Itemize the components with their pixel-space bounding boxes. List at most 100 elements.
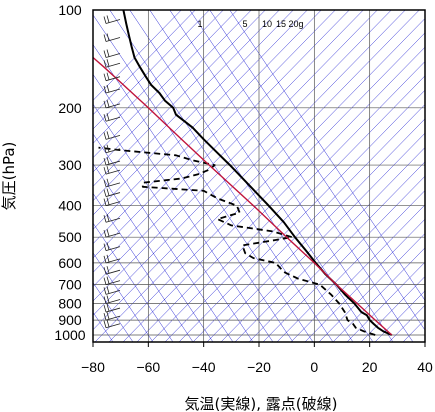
wind-barb-flag [106, 214, 110, 222]
y-tick-label: 500 [58, 229, 82, 245]
wind-barb-flag [106, 229, 110, 237]
wind-barb-staff [105, 88, 121, 94]
wind-barb-flag [106, 156, 110, 165]
parcel-line [93, 56, 393, 336]
wind-barb-flag [103, 50, 107, 58]
isotherm-line [164, 75, 425, 342]
x-tick-label: −40 [192, 359, 216, 375]
wind-barb-flag [106, 84, 110, 93]
wind-barb-flag [103, 230, 107, 238]
wind-barb-flag [103, 179, 107, 187]
wind-barb-flag [103, 287, 107, 295]
wind-barb-flag [105, 10, 106, 11]
adiabat-line [129, 10, 354, 342]
wind-barb-staff [105, 37, 121, 42]
isotherm-line [248, 161, 425, 342]
y-tick-label: 700 [58, 277, 82, 293]
y-tick-label: 900 [58, 312, 82, 328]
mixing-ratio-label: 5 [242, 19, 247, 29]
wind-barb-flag [106, 166, 110, 174]
wind-barb-staff [105, 160, 121, 166]
isotherm-line [360, 276, 425, 342]
wind-barb [105, 2, 109, 11]
wind-barb-flag [103, 60, 107, 68]
isotherm-line [93, 10, 322, 245]
y-tick-label: 1000 [54, 327, 85, 343]
isotherm-line [374, 290, 425, 342]
isotherm-line [178, 89, 425, 342]
wind-barb-staff [105, 76, 121, 82]
isotherm-line [93, 10, 364, 288]
isotherm-line [93, 10, 280, 202]
adiabat-line [93, 222, 174, 342]
isotherm-line [402, 319, 425, 342]
wind-barb-staff [105, 169, 121, 175]
wind-barb-staff [105, 307, 121, 313]
wind-barb [103, 276, 121, 286]
wind-barb-flag [106, 276, 110, 284]
isotherm-line [192, 104, 425, 342]
adiabat-line [109, 10, 334, 342]
isotherm-line [304, 218, 425, 342]
y-tick-label: 200 [58, 100, 82, 116]
wind-barb-staff [105, 148, 121, 154]
y-tick-label: 600 [58, 255, 82, 271]
wind-barb-flag [107, 2, 109, 9]
isotherm-line [318, 233, 425, 342]
isotherm-line [93, 10, 196, 116]
isotherm-line [136, 46, 425, 342]
y-axis-title: 気圧(hPa) [0, 142, 18, 211]
y-tick-label: 100 [58, 2, 82, 18]
isotherm-line [206, 118, 425, 342]
wind-barb-staff [105, 182, 121, 188]
isotherm-line [93, 10, 224, 144]
isotherm-line [122, 32, 425, 342]
mixing-ratio-label: 10 [262, 19, 272, 29]
wind-barb-flag [103, 255, 107, 264]
wind-barb-flag [103, 313, 107, 321]
wind-barb [103, 59, 121, 68]
wind-barb-flag [103, 85, 107, 94]
isotherm-line [388, 304, 425, 342]
wind-barb-flag [103, 114, 107, 122]
isotherm-line [290, 204, 425, 342]
wind-barb-staff [105, 217, 121, 223]
isotherm-line [93, 10, 406, 331]
wind-barb-staff [105, 246, 121, 252]
dewpoint-line [98, 146, 376, 336]
wind-barb [103, 113, 121, 122]
wind-barb [103, 99, 121, 109]
mixing-ratio-label: 20g [288, 19, 303, 29]
wind-barb-flag [106, 178, 110, 186]
wind-barb-flag [106, 319, 110, 327]
wind-barb [103, 286, 121, 295]
wind-barbs [103, 2, 121, 329]
adiabat-line [93, 163, 214, 342]
wind-barb-flag [103, 145, 107, 153]
wind-barb-flag [103, 100, 107, 108]
isotherm-line [234, 147, 425, 342]
wind-barb [103, 166, 121, 175]
x-tick-label: −60 [136, 359, 160, 375]
wind-barb-staff [105, 134, 121, 140]
wind-barb-staff [105, 201, 121, 207]
wind-barb-staff [105, 62, 121, 68]
wind-barb [103, 266, 121, 275]
wind-barb-flag [103, 277, 107, 285]
wind-barb [103, 72, 121, 82]
isotherm-line [220, 132, 425, 342]
x-tick-label: 0 [310, 359, 318, 375]
wind-barb-flag [103, 34, 107, 42]
isotherm-line [93, 10, 350, 273]
isotherm-line [93, 10, 336, 259]
wind-barb-flag [106, 99, 110, 107]
isotherm-line [93, 10, 266, 187]
wind-barb-flag [106, 59, 110, 67]
wind-barb [103, 131, 121, 140]
adiabat-line [189, 10, 414, 342]
wind-barb-flag [106, 312, 110, 320]
x-tick-label: 40 [417, 359, 433, 375]
wind-barb [103, 229, 121, 238]
wind-barb-staff [105, 280, 121, 286]
